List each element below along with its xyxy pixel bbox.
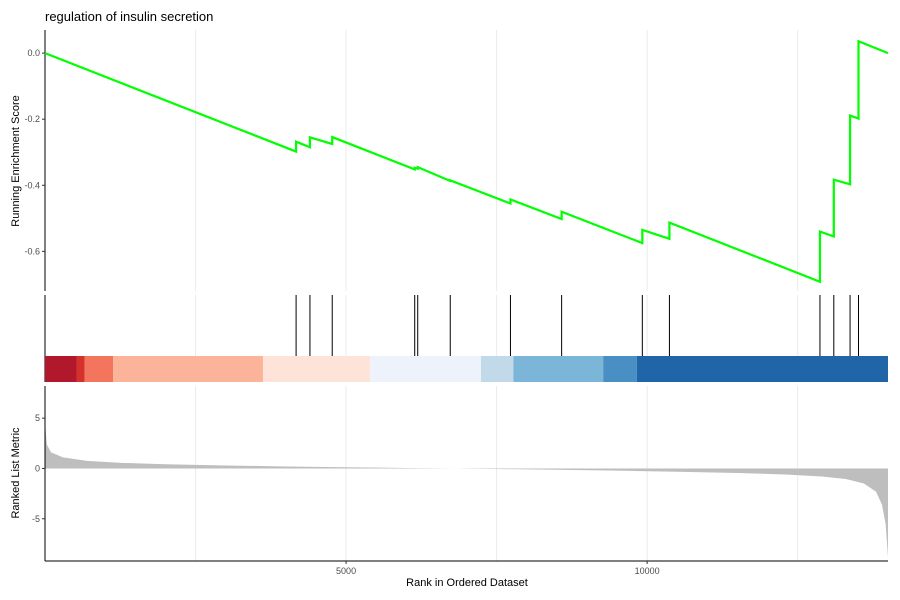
rank-band-segment <box>370 356 481 382</box>
ranked-metric-area <box>45 422 888 557</box>
x-axis-title: Rank in Ordered Dataset <box>406 577 528 589</box>
rank-band-segment <box>603 356 637 382</box>
y-tick-label-metric: 5 <box>35 413 40 423</box>
ranked-metric-panel: 5 0 -5 5000 10000 <box>32 386 888 576</box>
rank-band-segment <box>513 356 604 382</box>
x-tick-label: 5000 <box>336 566 356 576</box>
y-tick-label-enrichment: 0.0 <box>27 48 40 58</box>
enrichment-score-panel: 0.0 -0.2 -0.4 -0.6 <box>24 30 889 291</box>
rank-color-band <box>45 356 888 382</box>
y-axis-title-enrichment: Running Enrichment Score <box>10 95 22 226</box>
y-tick-label-metric: -5 <box>32 514 40 524</box>
y-tick-label-enrichment: -0.6 <box>24 246 40 256</box>
rank-band-segment <box>262 356 371 382</box>
x-tick-label: 10000 <box>635 566 660 576</box>
rank-band-segment <box>480 356 514 382</box>
y-tick-label-enrichment: -0.4 <box>24 180 40 190</box>
running-enrichment-line <box>44 39 889 284</box>
rank-band-segment <box>84 356 114 382</box>
y-tick-label-metric: 0 <box>35 463 40 473</box>
rank-band-segment <box>45 356 77 382</box>
rank-band-segment <box>113 356 263 382</box>
y-axis-title-ranked-metric: Ranked List Metric <box>10 427 22 519</box>
rank-band-segment <box>76 356 85 382</box>
y-tick-label-enrichment: -0.2 <box>24 114 40 124</box>
rank-band-segment <box>636 356 888 382</box>
chart-title: regulation of insulin secretion <box>45 9 213 24</box>
